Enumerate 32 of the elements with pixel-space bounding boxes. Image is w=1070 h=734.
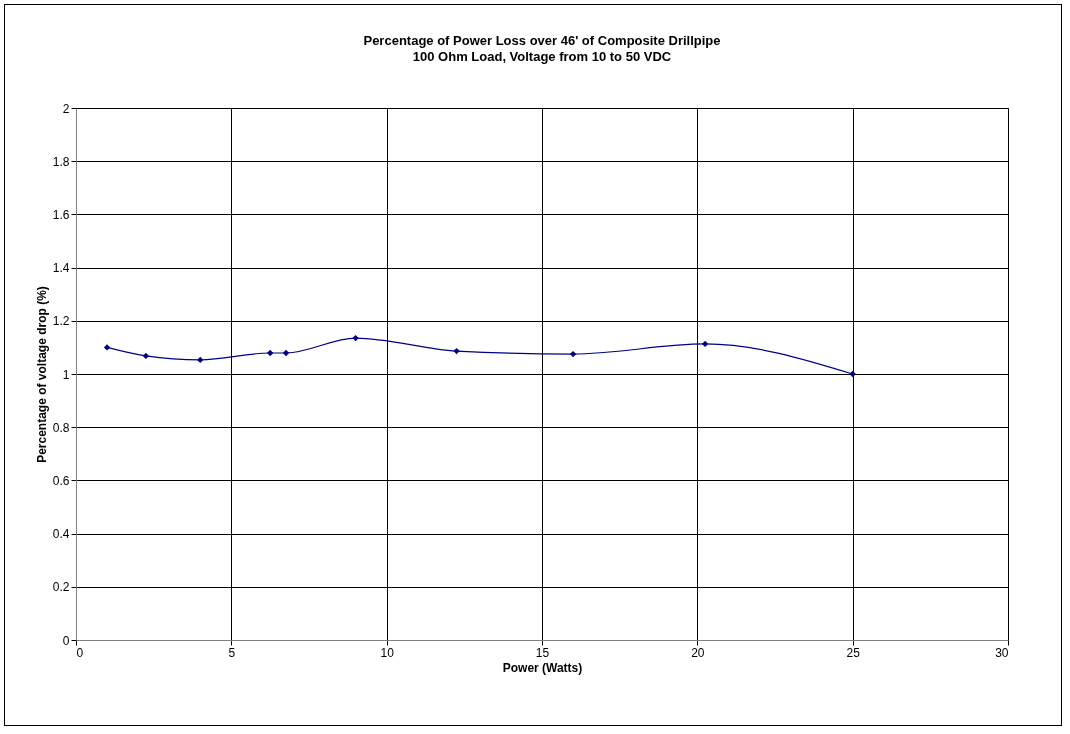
point <box>701 340 709 348</box>
y-tick-label: 1.2 <box>52 314 70 329</box>
point <box>103 344 111 351</box>
x-axis-title: Power (Watts) <box>502 660 583 675</box>
point <box>267 349 274 357</box>
point <box>197 356 204 364</box>
chart-subtitle: 100 Ohm Load, Voltage from 10 to 50 VDC <box>412 49 672 64</box>
point <box>453 347 460 355</box>
y-tick-label: 0 <box>62 633 70 648</box>
x-tick-label: 0 <box>76 645 84 660</box>
point <box>352 334 359 342</box>
point <box>569 350 577 358</box>
x-tick-label: 20 <box>691 645 705 660</box>
y-tick-label: 0.6 <box>52 473 70 488</box>
y-tick-label: 1.8 <box>52 154 70 169</box>
x-tick-label: 15 <box>535 645 550 660</box>
chart-title: Percentage of Power Loss over 46' of Composite Drillpipe <box>363 33 721 48</box>
y-tick-label: 1.6 <box>52 207 70 222</box>
y-tick-label: 0.2 <box>52 580 70 595</box>
y-tick-label: 2 <box>62 101 70 116</box>
y-tick-label: 0.8 <box>52 420 70 435</box>
y-tick-label: 0.4 <box>52 527 70 542</box>
x-tick-label: 30 <box>995 645 1009 660</box>
y-tick-label: 1.4 <box>52 261 70 276</box>
point <box>849 370 856 378</box>
y-tick-label: 1 <box>62 367 70 382</box>
x-tick-label: 5 <box>228 645 236 660</box>
point <box>142 352 150 360</box>
point <box>282 349 290 357</box>
x-tick-label: 10 <box>380 645 395 660</box>
x-tick-label: 25 <box>846 645 861 660</box>
y-axis-title: Percentage of voltage drop (%) <box>34 286 49 463</box>
